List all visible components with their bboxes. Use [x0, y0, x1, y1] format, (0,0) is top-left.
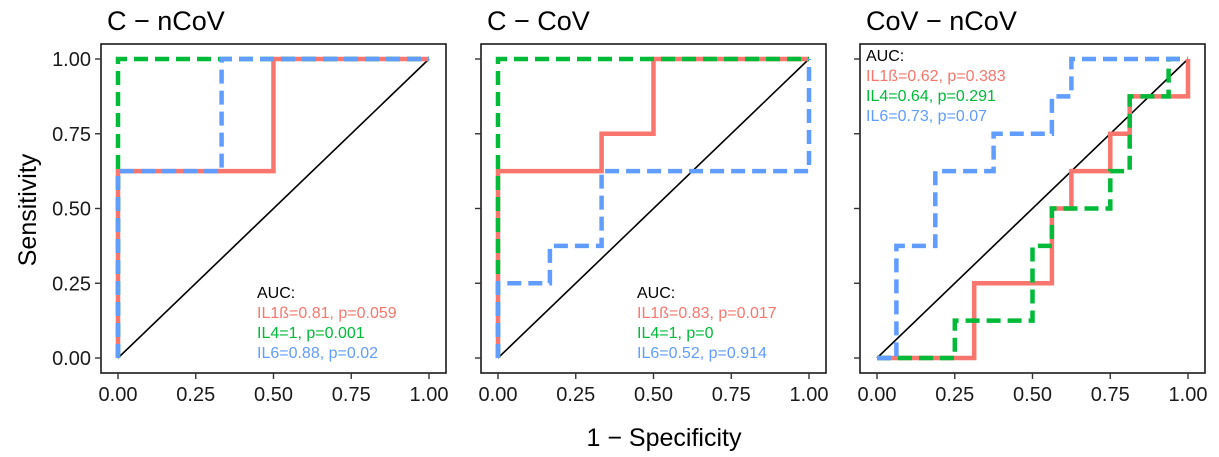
- x-tick-label: 0.00: [99, 384, 138, 406]
- roc-line-il6: [495, 59, 812, 358]
- x-tick-label: 0.25: [176, 384, 215, 406]
- x-tick-label: 0.75: [1091, 384, 1130, 406]
- x-tick-label: 0.50: [634, 384, 673, 406]
- auc-label-il1b: IL1ß=0.81, p=0.059: [257, 305, 397, 322]
- y-axis-label: Sensitivity: [14, 153, 42, 266]
- diagonal-reference-line: [117, 58, 430, 359]
- x-tick-label: 1.00: [790, 384, 829, 406]
- roc-line-il4: [877, 56, 1188, 361]
- y-tick-label: 0.50: [52, 199, 91, 221]
- auc-label-il1b: IL1ß=0.83, p=0.017: [637, 305, 777, 322]
- auc-header: AUC:: [257, 285, 295, 302]
- x-tick-label: 0.25: [935, 384, 974, 406]
- panel-title: C − CoV: [487, 6, 590, 36]
- diagonal-reference-line: [497, 58, 810, 359]
- x-tick-label: 0.00: [479, 384, 518, 406]
- x-tick-label: 0.25: [556, 384, 595, 406]
- auc-header: AUC:: [637, 285, 675, 302]
- auc-label-il4: IL4=1, p=0: [637, 325, 714, 342]
- y-tick-label: 0.00: [52, 348, 91, 370]
- auc-label-il4: IL4=1, p=0.001: [257, 325, 365, 342]
- diagonal-reference-line: [876, 58, 1189, 359]
- x-axis-label: 1 − Specificity: [587, 424, 742, 452]
- auc-label-il4: IL4=0.64, p=0.291: [866, 88, 996, 105]
- panel-2: C − CoV 0.00 0.25 0.50 0.75 1.00 AUC: IL1ß=0.83…: [475, 6, 828, 406]
- roc-line-il6: [115, 56, 429, 358]
- auc-label-il1b: IL1ß=0.62, p=0.383: [866, 68, 1006, 85]
- panel-title: C − nCoV: [107, 6, 225, 36]
- x-tick-label: 0.00: [858, 384, 897, 406]
- x-tick-label: 0.50: [254, 384, 293, 406]
- roc-line-il4: [495, 56, 809, 358]
- panel-title: CoV − nCoV: [866, 6, 1017, 36]
- x-tick-label: 1.00: [1169, 384, 1208, 406]
- panels-group: C − nCoV 0.00 0.25 0.50 0.75 1.00 0.00 0.25 0.50…: [52, 6, 1207, 406]
- y-tick-label: 0.25: [52, 273, 91, 295]
- auc-label-il6: IL6=0.73, p=0.07: [866, 108, 987, 125]
- y-tick-label: 0.75: [52, 124, 91, 146]
- auc-label-il6: IL6=0.52, p=0.914: [637, 345, 767, 362]
- panel-1: C − nCoV 0.00 0.25 0.50 0.75 1.00 0.00 0.25 0.50…: [52, 6, 448, 406]
- auc-header: AUC:: [866, 48, 904, 65]
- auc-label-il6: IL6=0.88, p=0.02: [257, 345, 378, 362]
- y-tick-label: 1.00: [52, 49, 91, 71]
- x-tick-label: 0.75: [712, 384, 751, 406]
- panel-3: CoV − nCoV 0.00 0.25 0.50 0.75 1.00 AUC: IL1ß=0…: [854, 6, 1207, 406]
- x-tick-label: 0.75: [332, 384, 371, 406]
- roc-line-il6: [877, 56, 1188, 361]
- x-tick-label: 1.00: [410, 384, 449, 406]
- x-tick-label: 0.50: [1013, 384, 1052, 406]
